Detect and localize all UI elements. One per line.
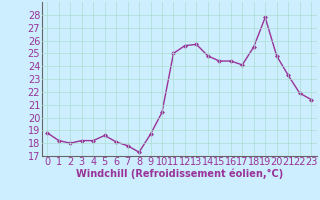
X-axis label: Windchill (Refroidissement éolien,°C): Windchill (Refroidissement éolien,°C)	[76, 169, 283, 179]
